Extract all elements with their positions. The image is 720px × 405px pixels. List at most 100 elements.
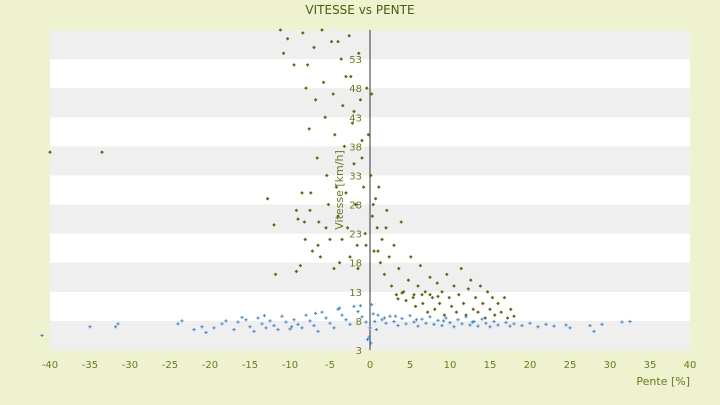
data-point	[256, 316, 260, 320]
data-point	[265, 196, 270, 201]
y-tick-label: 43	[349, 113, 362, 124]
data-point	[512, 322, 516, 326]
x-tick-label: -40	[42, 360, 58, 371]
data-point	[588, 323, 592, 328]
x-tick-label: 35	[644, 360, 657, 371]
data-point	[232, 328, 236, 332]
data-point	[421, 301, 425, 306]
data-point	[394, 292, 399, 297]
x-tick-label: -35	[82, 360, 98, 371]
data-point	[281, 51, 286, 56]
data-point	[352, 162, 356, 166]
data-point	[473, 295, 478, 300]
data-point	[461, 301, 466, 306]
data-point	[264, 326, 268, 330]
data-point	[476, 310, 480, 314]
y-tick-label: 23	[349, 230, 362, 241]
data-point	[340, 237, 344, 242]
data-point	[425, 310, 430, 314]
data-point	[367, 335, 371, 339]
data-point	[324, 316, 328, 320]
data-point	[404, 322, 408, 326]
data-point	[512, 314, 516, 319]
data-point	[212, 326, 216, 330]
data-point	[380, 318, 384, 322]
data-point	[100, 150, 104, 154]
data-point	[204, 330, 208, 335]
data-point	[294, 208, 299, 213]
data-point	[276, 328, 280, 332]
data-point	[296, 322, 300, 326]
data-point	[442, 313, 447, 317]
data-point	[336, 39, 340, 44]
data-point	[236, 320, 240, 324]
data-point	[392, 243, 396, 248]
data-point	[340, 313, 344, 317]
data-point	[48, 150, 52, 154]
data-point	[449, 304, 454, 309]
data-point	[316, 329, 320, 333]
data-point	[502, 295, 507, 300]
data-point	[401, 290, 406, 294]
y-tick-label: 38	[349, 142, 362, 153]
data-point	[361, 185, 366, 189]
series-1	[40, 303, 632, 345]
x-tick-label: 10	[444, 360, 457, 371]
data-point	[301, 31, 305, 35]
y-tick-label: 8	[356, 317, 362, 328]
data-point	[457, 292, 461, 297]
data-point	[396, 323, 400, 328]
chart-title: VITESSE vs PENTE	[305, 3, 414, 17]
data-point	[416, 324, 420, 328]
data-point	[292, 318, 296, 322]
data-point	[428, 275, 432, 280]
data-point	[366, 337, 370, 342]
data-point	[382, 272, 387, 277]
data-point	[364, 243, 368, 248]
data-point	[348, 322, 352, 326]
data-point	[304, 86, 308, 90]
data-point	[308, 208, 312, 213]
data-point	[303, 237, 307, 242]
data-point	[414, 318, 418, 322]
data-point	[244, 318, 248, 322]
data-point	[360, 156, 364, 160]
data-point	[508, 324, 512, 328]
data-point	[404, 298, 408, 303]
data-point	[272, 223, 276, 227]
data-point	[312, 323, 316, 328]
data-point	[224, 319, 228, 323]
data-point	[369, 92, 374, 96]
data-point	[536, 325, 540, 329]
data-point	[344, 191, 348, 195]
data-point	[385, 208, 389, 213]
data-point	[478, 284, 483, 288]
data-point	[373, 196, 378, 201]
data-point	[356, 310, 360, 314]
data-point	[323, 115, 327, 120]
data-point	[392, 319, 396, 324]
data-point	[496, 323, 500, 327]
y-tick-label: 53	[349, 55, 362, 66]
x-tick-label: 15	[484, 360, 497, 371]
data-point	[397, 266, 401, 271]
data-point	[350, 121, 355, 125]
data-point	[317, 220, 321, 224]
data-point	[372, 249, 376, 253]
data-point	[428, 292, 432, 297]
data-point	[488, 325, 492, 329]
data-point	[328, 321, 332, 325]
data-point	[360, 138, 364, 143]
data-point	[292, 63, 296, 67]
data-point	[436, 318, 440, 322]
data-point	[332, 266, 336, 271]
y-tick-label: 3	[356, 346, 362, 357]
x-tick-label: -30	[122, 360, 138, 371]
data-point	[296, 217, 300, 221]
data-point	[302, 220, 307, 224]
data-point	[428, 315, 432, 319]
data-point	[456, 318, 460, 322]
data-point	[520, 323, 524, 328]
data-point	[304, 313, 308, 317]
